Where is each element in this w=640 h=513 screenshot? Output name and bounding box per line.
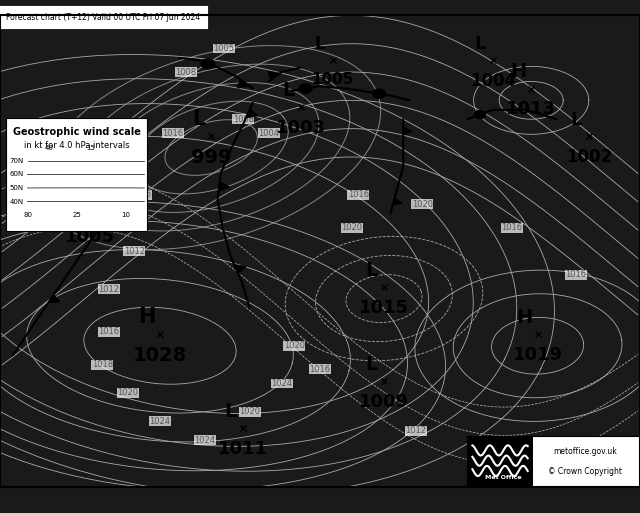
Text: 1020: 1020 bbox=[118, 388, 138, 398]
Text: Met Office: Met Office bbox=[485, 475, 522, 480]
Text: 1016: 1016 bbox=[98, 327, 120, 336]
Text: 1020: 1020 bbox=[239, 407, 260, 417]
Text: 1015: 1015 bbox=[359, 299, 409, 317]
Text: 15: 15 bbox=[86, 145, 95, 151]
Text: 1020: 1020 bbox=[342, 223, 362, 232]
Polygon shape bbox=[234, 265, 246, 273]
Circle shape bbox=[373, 89, 385, 98]
Text: L: L bbox=[224, 402, 237, 421]
Text: 40: 40 bbox=[44, 145, 53, 151]
Text: 1009: 1009 bbox=[359, 393, 409, 411]
Text: H: H bbox=[510, 63, 527, 82]
Text: 1003: 1003 bbox=[276, 119, 326, 137]
Text: 1016: 1016 bbox=[565, 270, 587, 280]
Text: 60N: 60N bbox=[9, 171, 24, 177]
Polygon shape bbox=[219, 182, 229, 191]
Circle shape bbox=[300, 84, 312, 93]
Text: L: L bbox=[570, 111, 582, 129]
Text: 1024: 1024 bbox=[271, 379, 292, 388]
Text: H: H bbox=[138, 307, 156, 327]
Text: 1016: 1016 bbox=[130, 190, 152, 199]
Text: 1018: 1018 bbox=[92, 360, 113, 369]
Text: 1008: 1008 bbox=[175, 68, 196, 76]
FancyBboxPatch shape bbox=[467, 436, 533, 487]
Text: 1016: 1016 bbox=[309, 365, 331, 374]
Text: L: L bbox=[365, 355, 378, 374]
Text: L: L bbox=[70, 129, 83, 148]
Text: L: L bbox=[282, 82, 294, 101]
Text: 1024: 1024 bbox=[150, 417, 170, 426]
Polygon shape bbox=[237, 80, 249, 88]
Text: L: L bbox=[192, 109, 205, 129]
Text: 1012: 1012 bbox=[406, 426, 426, 435]
Text: 1019: 1019 bbox=[513, 346, 563, 364]
Text: 1020: 1020 bbox=[412, 200, 433, 209]
Text: 1002: 1002 bbox=[566, 148, 612, 166]
Polygon shape bbox=[125, 182, 136, 189]
Polygon shape bbox=[246, 109, 258, 117]
Text: 1005: 1005 bbox=[312, 72, 354, 87]
Circle shape bbox=[202, 59, 214, 69]
Text: 1003: 1003 bbox=[65, 166, 115, 184]
Text: 80: 80 bbox=[23, 212, 32, 219]
Circle shape bbox=[475, 110, 485, 119]
Text: 1016: 1016 bbox=[348, 190, 369, 199]
Text: in kt for 4.0 hPa intervals: in kt for 4.0 hPa intervals bbox=[24, 141, 130, 150]
Text: © Crown Copyright: © Crown Copyright bbox=[548, 467, 621, 477]
Text: 1005: 1005 bbox=[65, 228, 115, 246]
Polygon shape bbox=[49, 295, 60, 302]
Text: 70N: 70N bbox=[9, 158, 24, 164]
Text: 50N: 50N bbox=[9, 185, 23, 191]
Text: 1028: 1028 bbox=[133, 346, 187, 365]
Text: 1012: 1012 bbox=[99, 285, 119, 293]
Text: 999: 999 bbox=[191, 148, 232, 167]
Text: 10: 10 bbox=[122, 212, 131, 219]
Polygon shape bbox=[392, 198, 402, 205]
Text: Forecast chart (T+12) Valid 00 UTC Fri 07 Jun 2024: Forecast chart (T+12) Valid 00 UTC Fri 0… bbox=[6, 13, 201, 22]
Text: 1004: 1004 bbox=[259, 129, 279, 138]
Text: 1016: 1016 bbox=[501, 223, 523, 232]
Polygon shape bbox=[268, 71, 280, 80]
Text: 1012: 1012 bbox=[124, 247, 145, 256]
Text: 1004: 1004 bbox=[470, 72, 516, 90]
Text: 1005: 1005 bbox=[214, 44, 234, 53]
Text: L: L bbox=[315, 35, 325, 53]
Text: H: H bbox=[516, 308, 533, 327]
Text: L: L bbox=[70, 190, 83, 209]
Text: 1013: 1013 bbox=[506, 101, 556, 119]
Text: L: L bbox=[474, 35, 486, 53]
Text: 1011: 1011 bbox=[218, 440, 268, 458]
Text: 25: 25 bbox=[72, 212, 81, 219]
Text: 1020: 1020 bbox=[284, 341, 305, 350]
Text: metoffice.gov.uk: metoffice.gov.uk bbox=[553, 447, 616, 456]
Text: Geostrophic wind scale: Geostrophic wind scale bbox=[13, 127, 141, 137]
Text: 1008: 1008 bbox=[232, 115, 254, 124]
Text: L: L bbox=[365, 261, 378, 280]
Text: 1024: 1024 bbox=[195, 436, 215, 445]
Polygon shape bbox=[403, 127, 412, 135]
Text: 40N: 40N bbox=[9, 199, 23, 205]
Text: 1016: 1016 bbox=[162, 129, 184, 138]
